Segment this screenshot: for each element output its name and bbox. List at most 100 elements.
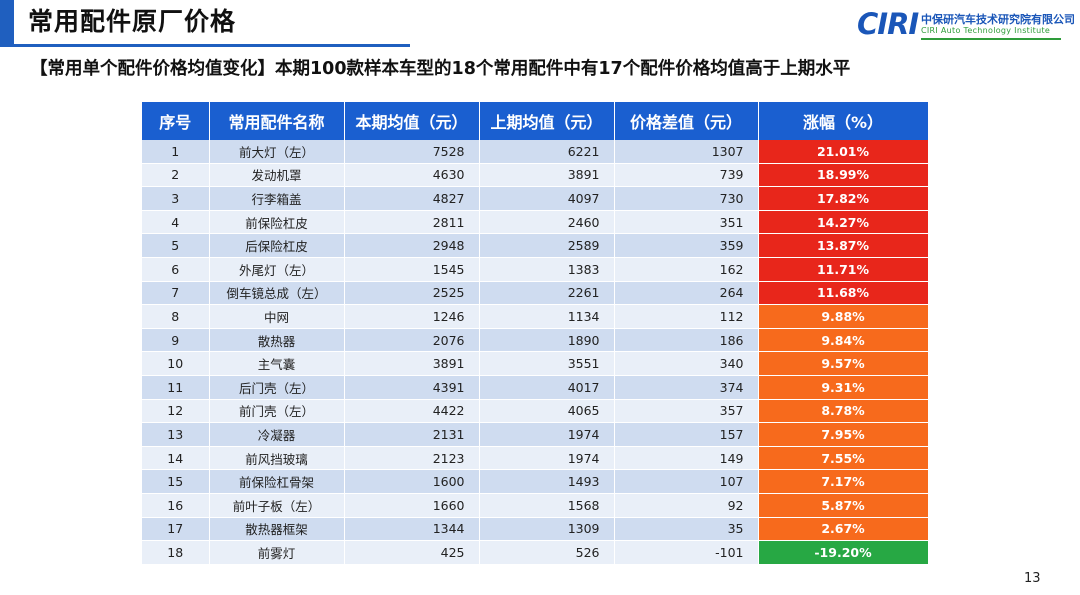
cell-price-diff: 162 xyxy=(614,257,759,282)
cell-price-diff: 340 xyxy=(614,351,759,376)
cell-current-avg: 3891 xyxy=(344,351,480,376)
table-row: 2 发动机罩 4630 3891 739 18.99% xyxy=(142,163,929,188)
cell-part-name: 前保险杠皮 xyxy=(209,210,345,235)
cell-no: 17 xyxy=(142,517,210,542)
cell-previous-avg: 1974 xyxy=(479,422,615,447)
cell-price-diff: 157 xyxy=(614,422,759,447)
col-header-current-avg: 本期均值（元） xyxy=(344,102,480,140)
cell-price-diff: 359 xyxy=(614,233,759,258)
cell-change-pct: 11.68% xyxy=(758,281,929,306)
cell-current-avg: 7528 xyxy=(344,140,480,164)
table-row: 3 行李箱盖 4827 4097 730 17.82% xyxy=(142,186,929,211)
cell-change-pct: 9.57% xyxy=(758,351,929,376)
col-header-no: 序号 xyxy=(142,102,210,140)
cell-part-name: 行李箱盖 xyxy=(209,186,345,211)
cell-previous-avg: 2261 xyxy=(479,281,615,306)
cell-current-avg: 4391 xyxy=(344,375,480,400)
cell-current-avg: 1344 xyxy=(344,517,480,542)
cell-no: 10 xyxy=(142,351,210,376)
cell-no: 16 xyxy=(142,493,210,518)
cell-no: 15 xyxy=(142,469,210,494)
cell-price-diff: 107 xyxy=(614,469,759,494)
cell-previous-avg: 1890 xyxy=(479,328,615,353)
cell-part-name: 后保险杠皮 xyxy=(209,233,345,258)
table-row: 10 主气囊 3891 3551 340 9.57% xyxy=(142,351,929,376)
cell-part-name: 发动机罩 xyxy=(209,163,345,188)
cell-part-name: 前大灯（左） xyxy=(209,140,345,164)
cell-change-pct: 9.88% xyxy=(758,304,929,329)
cell-part-name: 冷凝器 xyxy=(209,422,345,447)
col-header-price-diff: 价格差值（元） xyxy=(614,102,759,140)
logo-name-cn: 中保研汽车技术研究院有限公司 xyxy=(921,13,1075,26)
table-row: 4 前保险杠皮 2811 2460 351 14.27% xyxy=(142,210,929,235)
ciri-logo: CIRI 中保研汽车技术研究院有限公司 CIRI Auto Technology… xyxy=(857,7,1075,41)
cell-current-avg: 1545 xyxy=(344,257,480,282)
cell-no: 8 xyxy=(142,304,210,329)
cell-part-name: 散热器框架 xyxy=(209,517,345,542)
cell-change-pct: 14.27% xyxy=(758,210,929,235)
slide-subtitle: 【常用单个配件价格均值变化】本期100款样本车型的18个常用配件中有17个配件价… xyxy=(30,59,851,79)
cell-no: 6 xyxy=(142,257,210,282)
cell-previous-avg: 1493 xyxy=(479,469,615,494)
cell-change-pct: 2.67% xyxy=(758,517,929,542)
cell-price-diff: 374 xyxy=(614,375,759,400)
cell-no: 12 xyxy=(142,399,210,424)
cell-change-pct: 5.87% xyxy=(758,493,929,518)
page-number: 13 xyxy=(1024,571,1041,586)
cell-change-pct: 18.99% xyxy=(758,163,929,188)
cell-price-diff: 264 xyxy=(614,281,759,306)
cell-part-name: 前雾灯 xyxy=(209,540,345,565)
table-row: 14 前风挡玻璃 2123 1974 149 7.55% xyxy=(142,446,929,471)
cell-part-name: 前风挡玻璃 xyxy=(209,446,345,471)
title-underline xyxy=(0,44,410,47)
cell-change-pct: 7.55% xyxy=(758,446,929,471)
col-header-part-name: 常用配件名称 xyxy=(209,102,345,140)
cell-change-pct: 17.82% xyxy=(758,186,929,211)
table-header-row: 序号 常用配件名称 本期均值（元） 上期均值（元） 价格差值（元） 涨幅（%） xyxy=(142,102,929,140)
cell-previous-avg: 1383 xyxy=(479,257,615,282)
cell-previous-avg: 3551 xyxy=(479,351,615,376)
cell-price-diff: 112 xyxy=(614,304,759,329)
col-header-previous-avg: 上期均值（元） xyxy=(479,102,615,140)
cell-previous-avg: 1134 xyxy=(479,304,615,329)
table-row: 16 前叶子板（左） 1660 1568 92 5.87% xyxy=(142,493,929,518)
cell-current-avg: 2076 xyxy=(344,328,480,353)
table-row: 5 后保险杠皮 2948 2589 359 13.87% xyxy=(142,233,929,258)
cell-price-diff: 739 xyxy=(614,163,759,188)
cell-previous-avg: 6221 xyxy=(479,140,615,164)
cell-no: 7 xyxy=(142,281,210,306)
cell-price-diff: 1307 xyxy=(614,140,759,164)
cell-part-name: 前保险杠骨架 xyxy=(209,469,345,494)
cell-part-name: 前叶子板（左） xyxy=(209,493,345,518)
cell-change-pct: 21.01% xyxy=(758,140,929,164)
cell-part-name: 后门壳（左） xyxy=(209,375,345,400)
cell-previous-avg: 1974 xyxy=(479,446,615,471)
cell-current-avg: 1660 xyxy=(344,493,480,518)
cell-change-pct: 8.78% xyxy=(758,399,929,424)
cell-no: 4 xyxy=(142,210,210,235)
cell-no: 5 xyxy=(142,233,210,258)
cell-previous-avg: 4017 xyxy=(479,375,615,400)
table-row: 7 倒车镜总成（左） 2525 2261 264 11.68% xyxy=(142,281,929,306)
cell-change-pct: -19.20% xyxy=(758,540,929,565)
parts-price-table: 序号 常用配件名称 本期均值（元） 上期均值（元） 价格差值（元） 涨幅（%） … xyxy=(142,102,929,565)
cell-price-diff: 351 xyxy=(614,210,759,235)
logo-underline xyxy=(921,38,1061,40)
cell-previous-avg: 526 xyxy=(479,540,615,565)
cell-previous-avg: 1309 xyxy=(479,517,615,542)
cell-part-name: 中网 xyxy=(209,304,345,329)
title-accent-bar xyxy=(0,0,14,45)
cell-part-name: 外尾灯（左） xyxy=(209,257,345,282)
cell-previous-avg: 2589 xyxy=(479,233,615,258)
cell-current-avg: 2131 xyxy=(344,422,480,447)
cell-no: 14 xyxy=(142,446,210,471)
cell-current-avg: 1600 xyxy=(344,469,480,494)
table-row: 17 散热器框架 1344 1309 35 2.67% xyxy=(142,517,929,542)
cell-part-name: 前门壳（左） xyxy=(209,399,345,424)
cell-current-avg: 1246 xyxy=(344,304,480,329)
cell-price-diff: 730 xyxy=(614,186,759,211)
cell-price-diff: 186 xyxy=(614,328,759,353)
logo-mark: CIRI xyxy=(857,7,919,41)
cell-no: 13 xyxy=(142,422,210,447)
table-row: 9 散热器 2076 1890 186 9.84% xyxy=(142,328,929,353)
